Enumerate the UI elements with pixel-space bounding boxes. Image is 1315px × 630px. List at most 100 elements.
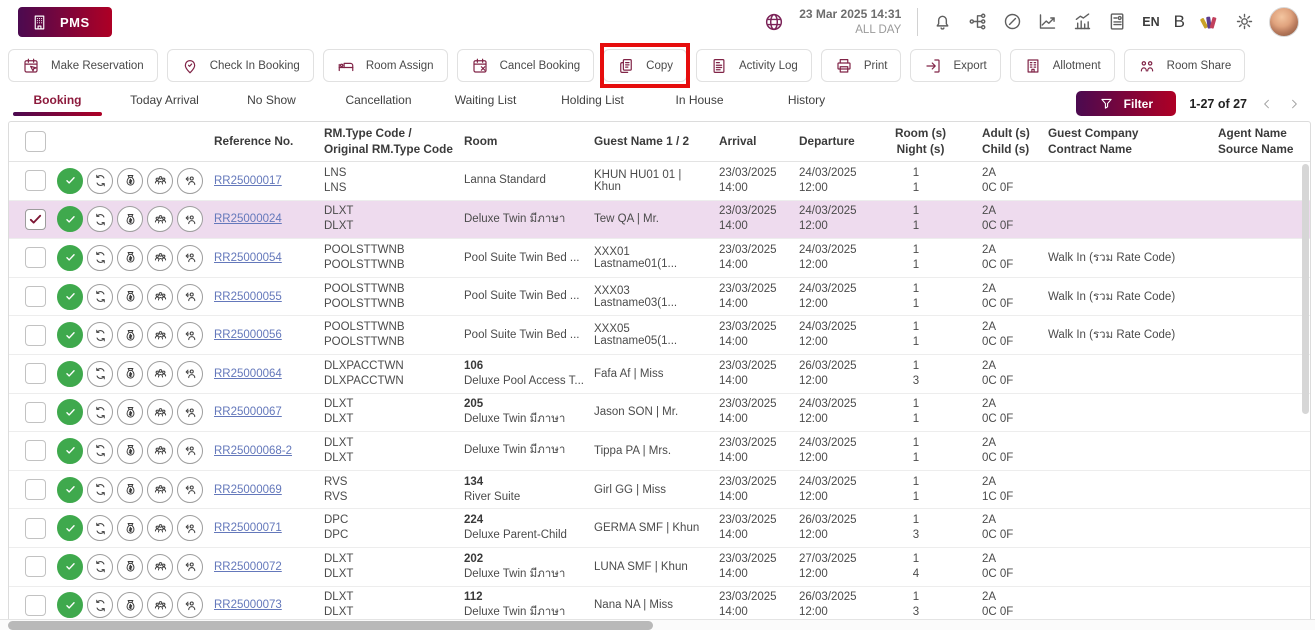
reference-link[interactable]: RR25000069 <box>214 484 282 496</box>
person-share-icon[interactable] <box>177 284 203 310</box>
person-share-icon[interactable] <box>177 322 203 348</box>
copy-button[interactable]: Copy <box>603 49 687 82</box>
bell-icon[interactable] <box>932 11 953 32</box>
group-icon[interactable] <box>147 399 173 425</box>
group-icon[interactable] <box>147 322 173 348</box>
refresh-icon[interactable] <box>87 515 113 541</box>
row-checkbox[interactable] <box>25 402 46 423</box>
money-bag-icon[interactable] <box>117 477 143 503</box>
refresh-icon[interactable] <box>87 554 113 580</box>
group-icon[interactable] <box>147 477 173 503</box>
activity-log-button[interactable]: Activity Log <box>696 49 812 82</box>
check-circle-icon[interactable] <box>57 554 83 580</box>
gear-icon[interactable] <box>1234 11 1255 32</box>
reference-link[interactable]: RR25000067 <box>214 406 282 418</box>
refresh-icon[interactable] <box>87 168 113 194</box>
row-checkbox[interactable] <box>25 209 46 230</box>
reference-link[interactable]: RR25000068-2 <box>214 445 292 457</box>
allotment-button[interactable]: Allotment <box>1010 49 1115 82</box>
check-circle-icon[interactable] <box>57 399 83 425</box>
palette-icon[interactable] <box>1199 11 1220 32</box>
table-row[interactable]: RR25000056POOLSTTWNBPOOLSTTWNBPool Suite… <box>9 316 1310 355</box>
group-icon[interactable] <box>147 515 173 541</box>
group-icon[interactable] <box>147 168 173 194</box>
table-row[interactable]: RR25000069RVSRVS134River SuiteGirl GG | … <box>9 471 1310 510</box>
vertical-scrollbar[interactable] <box>1302 164 1309 620</box>
pms-logo-button[interactable]: PMS <box>18 7 112 37</box>
tab-booking[interactable]: Booking <box>4 93 111 116</box>
money-bag-icon[interactable] <box>117 322 143 348</box>
row-checkbox[interactable] <box>25 170 46 191</box>
table-row[interactable]: RR25000054POOLSTTWNBPOOLSTTWNBPool Suite… <box>9 239 1310 278</box>
tab-cancellation[interactable]: Cancellation <box>325 93 432 116</box>
money-bag-icon[interactable] <box>117 592 143 618</box>
group-icon[interactable] <box>147 206 173 232</box>
check-circle-icon[interactable] <box>57 245 83 271</box>
vertical-scrollbar-thumb[interactable] <box>1302 164 1309 414</box>
reference-link[interactable]: RR25000054 <box>214 252 282 264</box>
refresh-icon[interactable] <box>87 245 113 271</box>
row-checkbox[interactable] <box>25 440 46 461</box>
money-bag-icon[interactable] <box>117 438 143 464</box>
table-row[interactable]: RR25000055POOLSTTWNBPOOLSTTWNBPool Suite… <box>9 278 1310 317</box>
person-share-icon[interactable] <box>177 515 203 541</box>
refresh-icon[interactable] <box>87 284 113 310</box>
refresh-icon[interactable] <box>87 322 113 348</box>
person-share-icon[interactable] <box>177 245 203 271</box>
check-circle-icon[interactable] <box>57 592 83 618</box>
reference-link[interactable]: RR25000071 <box>214 522 282 534</box>
reference-link[interactable]: RR25000072 <box>214 561 282 573</box>
refresh-icon[interactable] <box>87 399 113 425</box>
refresh-icon[interactable] <box>87 361 113 387</box>
gauge-icon[interactable] <box>1002 11 1023 32</box>
table-row[interactable]: RR25000068-2DLXTDLXTDeluxe Twin มีภาษาTi… <box>9 432 1310 471</box>
refresh-icon[interactable] <box>87 206 113 232</box>
table-row[interactable]: RR25000024DLXTDLXTDeluxe Twin มีภาษาTew … <box>9 201 1310 240</box>
check-circle-icon[interactable] <box>57 361 83 387</box>
group-icon[interactable] <box>147 361 173 387</box>
money-bag-icon[interactable] <box>117 399 143 425</box>
row-checkbox[interactable] <box>25 247 46 268</box>
select-all-checkbox[interactable] <box>25 131 46 152</box>
tab-no-show[interactable]: No Show <box>218 93 325 116</box>
money-bag-icon[interactable] <box>117 515 143 541</box>
refresh-icon[interactable] <box>87 592 113 618</box>
table-row[interactable]: RR25000072DLXTDLXT202Deluxe Twin มีภาษาL… <box>9 548 1310 587</box>
row-checkbox[interactable] <box>25 518 46 539</box>
group-icon[interactable] <box>147 284 173 310</box>
person-share-icon[interactable] <box>177 168 203 194</box>
cancel-booking-button[interactable]: Cancel Booking <box>457 49 595 82</box>
check-circle-icon[interactable] <box>57 168 83 194</box>
tab-in-house[interactable]: In House <box>646 93 753 116</box>
person-share-icon[interactable] <box>177 361 203 387</box>
refresh-icon[interactable] <box>87 477 113 503</box>
table-row[interactable]: RR25000067DLXTDLXT205Deluxe Twin มีภาษาJ… <box>9 394 1310 433</box>
check-circle-icon[interactable] <box>57 438 83 464</box>
money-bag-icon[interactable] <box>117 245 143 271</box>
row-checkbox[interactable] <box>25 286 46 307</box>
next-page-button[interactable] <box>1287 97 1301 111</box>
check-circle-icon[interactable] <box>57 206 83 232</box>
export-button[interactable]: Export <box>910 49 1000 82</box>
row-checkbox[interactable] <box>25 363 46 384</box>
reference-link[interactable]: RR25000017 <box>214 175 282 187</box>
group-icon[interactable] <box>147 245 173 271</box>
money-bag-icon[interactable] <box>117 284 143 310</box>
make-reservation-button[interactable]: Make Reservation <box>8 49 158 82</box>
report-icon[interactable] <box>1107 11 1128 32</box>
network-icon[interactable] <box>967 11 988 32</box>
money-bag-icon[interactable] <box>117 168 143 194</box>
table-row[interactable]: RR25000071DPCDPC224Deluxe Parent-ChildGE… <box>9 509 1310 548</box>
reference-link[interactable]: RR25000064 <box>214 368 282 380</box>
tab-history[interactable]: History <box>753 93 860 116</box>
group-icon[interactable] <box>147 438 173 464</box>
tab-today-arrival[interactable]: Today Arrival <box>111 93 218 116</box>
person-share-icon[interactable] <box>177 592 203 618</box>
table-row[interactable]: RR25000064DLXPACCTWNDLXPACCTWN106Deluxe … <box>9 355 1310 394</box>
row-checkbox[interactable] <box>25 595 46 616</box>
check-circle-icon[interactable] <box>57 515 83 541</box>
reference-link[interactable]: RR25000073 <box>214 599 282 611</box>
tab-holding-list[interactable]: Holding List <box>539 93 646 116</box>
person-share-icon[interactable] <box>177 477 203 503</box>
money-bag-icon[interactable] <box>117 206 143 232</box>
